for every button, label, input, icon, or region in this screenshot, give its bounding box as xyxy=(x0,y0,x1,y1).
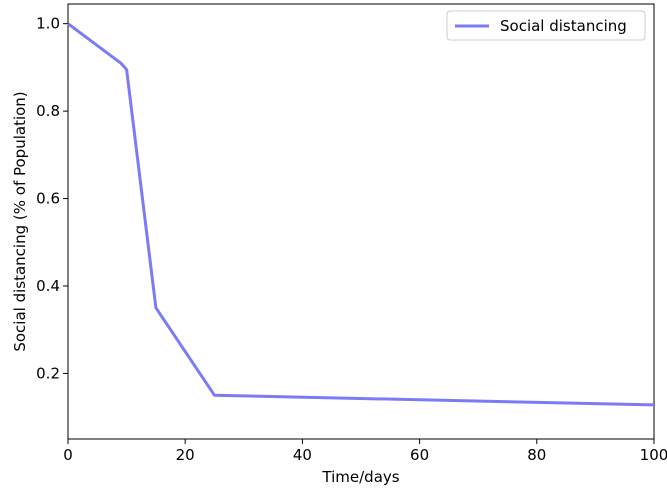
series-line xyxy=(67,22,655,407)
legend-box xyxy=(446,10,646,41)
y-tick-label: 0.4 xyxy=(36,277,60,295)
y-axis: 0.2 0.4 0.6 0.8 1.0 xyxy=(36,15,68,382)
legend-label: Social distancing xyxy=(500,17,627,35)
y-tick-label: 0.6 xyxy=(36,190,60,208)
x-tick-label: 80 xyxy=(527,446,546,464)
y-tick-label: 0.2 xyxy=(36,364,60,382)
x-tick-label: 40 xyxy=(293,446,312,464)
legend: Social distancing xyxy=(446,10,646,41)
series-layer xyxy=(67,22,655,407)
x-tick-label: 0 xyxy=(63,446,73,464)
x-axis: 0 20 40 60 80 100 xyxy=(63,439,667,464)
x-tick-label: 100 xyxy=(640,446,667,464)
plot-frame xyxy=(67,3,655,440)
y-tick-label: 1.0 xyxy=(36,15,60,33)
plot-area: 0 20 40 60 80 100 0.2 0.4 0.6 0.8 1.0 xyxy=(36,3,667,464)
y-tick-label: 0.8 xyxy=(36,102,60,120)
x-tick-label: 20 xyxy=(176,446,195,464)
y-axis-label: Social distancing (% of Population) xyxy=(11,91,29,351)
x-axis-label: Time/days xyxy=(321,468,399,486)
x-tick-label: 60 xyxy=(410,446,429,464)
